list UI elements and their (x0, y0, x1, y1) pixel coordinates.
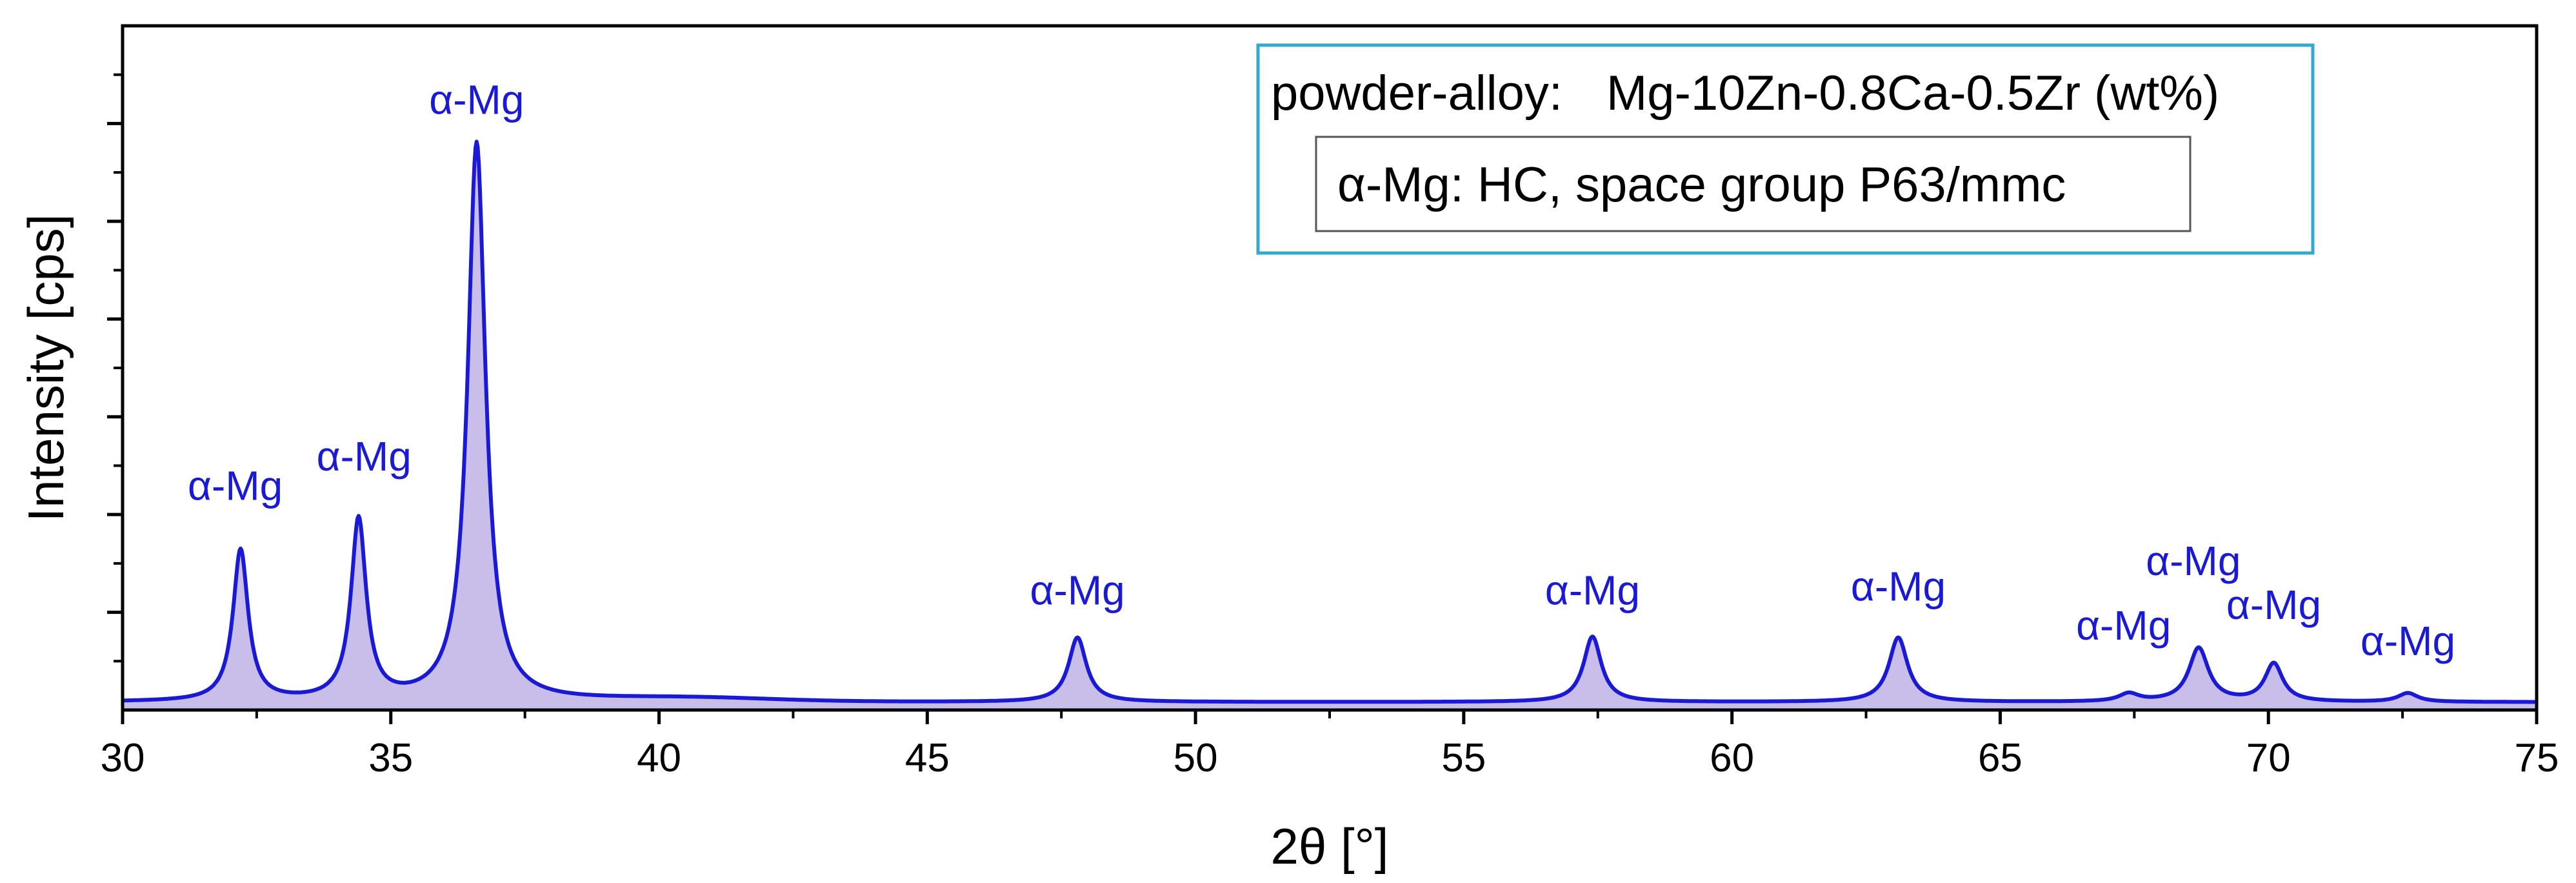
y-axis-ticks (107, 73, 123, 663)
x-tick-label: 40 (637, 736, 681, 780)
legend: powder-alloy: Mg-10Zn-0.8Ca-0.5Zr (wt%) … (1256, 43, 2315, 255)
legend-line1-prefix: powder-alloy: (1271, 66, 1563, 121)
peak-label-alpha-mg: α-Mg (188, 462, 283, 509)
peak-label-alpha-mg: α-Mg (317, 433, 412, 480)
peak-label-alpha-mg: α-Mg (1030, 567, 1125, 613)
x-tick-label: 30 (101, 736, 145, 780)
legend-line1-value: Mg-10Zn-0.8Ca-0.5Zr (wt%) (1606, 66, 2219, 121)
diffraction-pattern-line (121, 139, 2538, 704)
peak-label-alpha-mg: α-Mg (2361, 618, 2455, 664)
peak-label-alpha-mg: α-Mg (429, 76, 524, 123)
peak-annotations: α-Mgα-Mgα-Mgα-Mg α-Mg α-Mgα-Mgα-Mgα-Mgα-Mg (188, 76, 2455, 664)
x-axis-label: 2θ [°] (1271, 818, 1389, 875)
y-axis-label: Intensity [cps] (17, 214, 74, 522)
x-tick-label: 75 (2515, 736, 2559, 780)
peak-label-alpha-mg: α-Mg (1545, 567, 1640, 613)
peak-label-alpha-mg: α-Mg (2226, 582, 2321, 628)
x-tick-label: 60 (1710, 736, 1754, 780)
peak-label-alpha-mg: α-Mg (1851, 563, 1946, 609)
peak-label-alpha-mg: α-Mg (2076, 602, 2171, 649)
x-tick-label: 65 (1978, 736, 2022, 780)
x-axis-ticks: 30 35 40 45 50 55 60 65 70 75 (101, 710, 2559, 780)
diffraction-pattern-fill (123, 141, 2537, 710)
x-tick-label: 35 (368, 736, 413, 780)
peak-label-alpha-mg: α-Mg (2146, 538, 2241, 584)
x-tick-label: 55 (1441, 736, 1486, 780)
legend-line2: α-Mg: HC, space group P63/mmc (1337, 157, 2066, 212)
x-tick-label: 45 (905, 736, 950, 780)
x-tick-label: 50 (1173, 736, 1218, 780)
x-tick-label: 70 (2246, 736, 2291, 780)
legend-inner-box (1315, 136, 2192, 232)
